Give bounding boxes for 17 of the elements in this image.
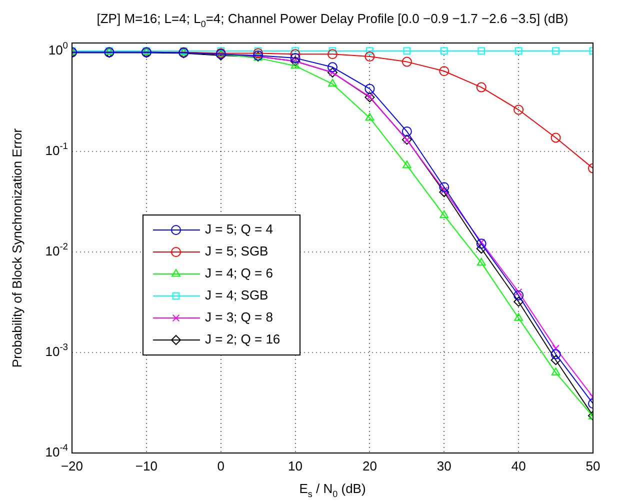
- chart-title: [ZP] M=16; L=4; L$_{0}$=4; Channel Power Delay Profile [0.0 −0.9 −1.7 −2.6 −3.5] (dB): [96, 11, 568, 29]
- legend-label: J = 2; Q = 16: [205, 332, 280, 347]
- legend-label: J = 5; SGB: [205, 244, 268, 259]
- x-tick-label: 50: [586, 458, 600, 474]
- x-axis-title: E$_{s}$ / N$_{0}$ (dB): [299, 481, 366, 499]
- x-tick-label: 20: [362, 458, 377, 474]
- legend-label: J = 3; Q = 8: [205, 310, 273, 325]
- x-tick-label: −10: [135, 458, 158, 474]
- y-axis-title: Probability of Block Synchronization Error: [10, 128, 24, 368]
- x-tick-label: 0: [217, 458, 224, 474]
- x-tick-label: 40: [511, 458, 526, 474]
- x-tick-label: 30: [436, 458, 452, 474]
- legend-label: J = 5; Q = 4: [205, 222, 273, 237]
- legend-label: J = 4; SGB: [205, 288, 268, 303]
- x-tick-label: −20: [60, 458, 84, 474]
- legend-label: J = 4; Q = 6: [205, 266, 273, 281]
- x-tick-label: 10: [288, 458, 303, 474]
